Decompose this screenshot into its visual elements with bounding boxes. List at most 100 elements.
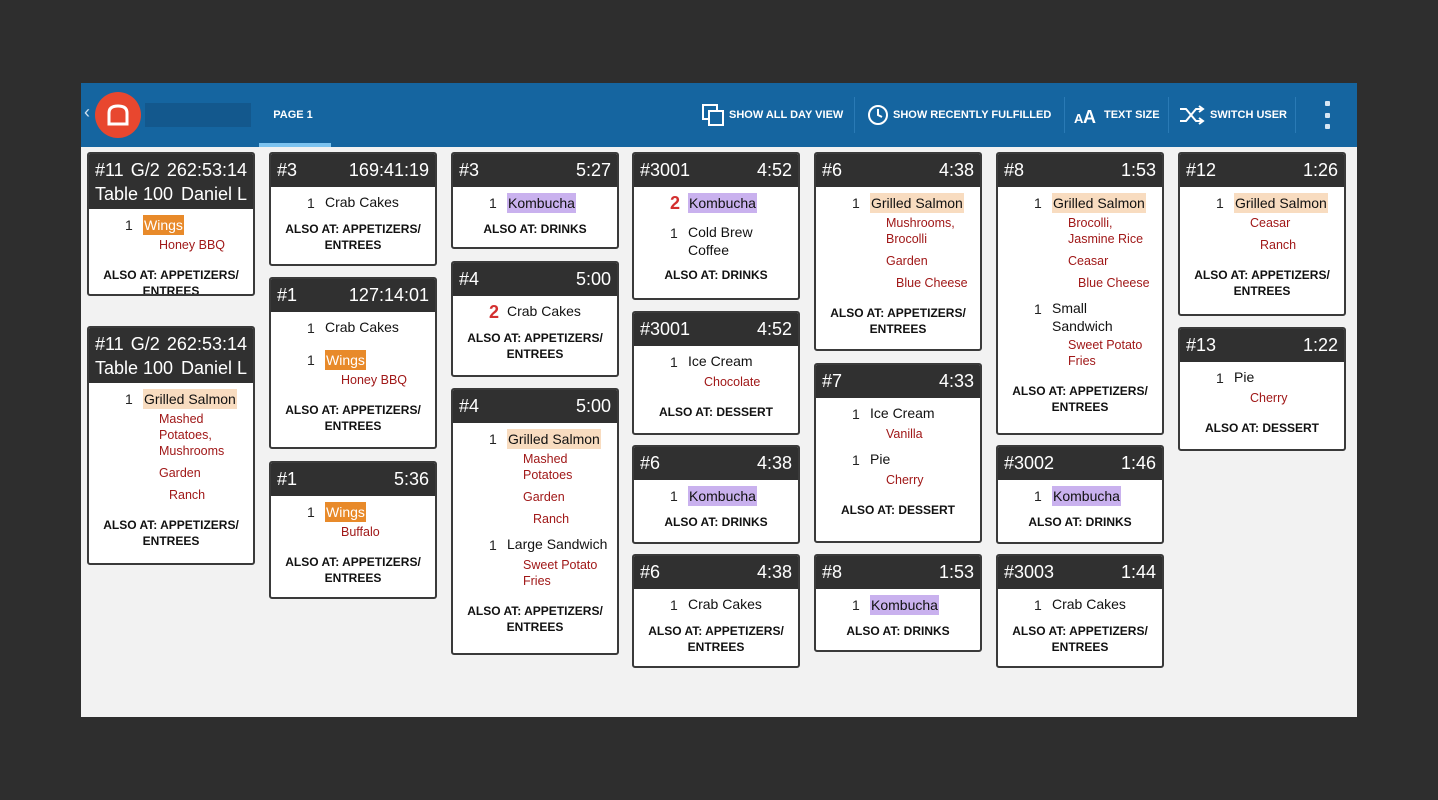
order-ticket[interactable]: #6 4:38 1 Crab Cakes ALSO AT: APPETIZERS/ …: [632, 554, 800, 668]
order-item[interactable]: 1 Kombucha: [453, 193, 617, 213]
order-ticket[interactable]: #6 4:38 1 Kombucha ALSO AT: DRINKS: [632, 445, 800, 544]
order-ticket[interactable]: #7 4:33 1 Ice Cream Vanilla 1 Pie Cherry AL…: [814, 363, 982, 543]
order-item[interactable]: 1 Kombucha: [816, 595, 980, 615]
tab-active-indicator: [259, 143, 331, 147]
order-item[interactable]: 1 Pie: [1180, 368, 1344, 388]
item-modifier: Mushrooms, Brocolli: [886, 216, 955, 246]
order-item[interactable]: 1 Grilled Salmon: [453, 429, 617, 449]
order-ticket[interactable]: #3 169:41:19 1 Crab Cakes ALSO AT: APPETIZ…: [269, 152, 437, 266]
order-ticket[interactable]: #11 G/2 262:53:14 Table 100 Daniel L 1 Grill…: [87, 326, 255, 565]
item-modifier: Sweet Potato Fries: [1068, 338, 1143, 368]
ticket-header: #4 5:00: [453, 390, 617, 423]
order-item[interactable]: 1 Wings: [271, 502, 435, 522]
order-item[interactable]: 1 Grilled Salmon: [1180, 193, 1344, 213]
order-item[interactable]: 1 Large Sandwich: [453, 535, 617, 555]
order-item[interactable]: 1 Crab Cakes: [998, 595, 1162, 615]
order-item[interactable]: 1 Grilled Salmon: [998, 193, 1162, 213]
item-modifier: Mashed Potatoes, Mushrooms: [159, 412, 225, 458]
item-qty: 1: [307, 504, 315, 520]
order-number: #4: [459, 269, 480, 289]
order-item[interactable]: 1 Crab Cakes: [271, 318, 435, 338]
order-item[interactable]: 1 Kombucha: [998, 486, 1162, 506]
order-ticket[interactable]: #13 1:22 1 Pie Cherry ALSO AT: DESSERT: [1178, 327, 1346, 451]
order-item[interactable]: 1 Cold Brew Coffee: [634, 223, 798, 259]
item-qty: 1: [489, 537, 497, 553]
order-timer: 4:38: [938, 160, 974, 180]
item-qty: 1: [1216, 195, 1224, 211]
order-number: #11: [95, 159, 124, 180]
order-item[interactable]: 1 Grilled Salmon: [816, 193, 980, 213]
also-at-label: ALSO AT: APPETIZERS/ ENTREES: [1012, 384, 1148, 414]
order-item[interactable]: 1 Wings: [89, 215, 253, 235]
show-all-day-view-button[interactable]: SHOW ALL DAY VIEW: [701, 83, 843, 147]
order-ticket[interactable]: #1 5:36 1 Wings Buffalo ALSO AT: APPETIZER…: [269, 461, 437, 599]
order-item[interactable]: 1 Pie: [816, 450, 980, 470]
ticket-header: #3002 1:46: [998, 447, 1162, 480]
order-ticket[interactable]: #6 4:38 1 Grilled Salmon Mushrooms, Brocol…: [814, 152, 982, 351]
also-at-label: ALSO AT: DRINKS: [664, 515, 768, 529]
order-item[interactable]: 1 Kombucha: [634, 486, 798, 506]
item-qty: 1: [1034, 195, 1042, 211]
order-item[interactable]: 1 Wings: [271, 350, 435, 370]
ticket-header: #3003 1:44: [998, 556, 1162, 589]
item-name: Wings: [325, 350, 366, 370]
order-number: #3: [277, 160, 298, 180]
location-name-field[interactable]: [145, 103, 251, 127]
item-modifier: Ranch: [1260, 238, 1297, 252]
ticket-header: #8 1:53: [816, 556, 980, 589]
item-name: Grilled Salmon: [870, 193, 964, 213]
also-at-label: ALSO AT: APPETIZERS/ ENTREES: [467, 604, 603, 634]
order-ticket[interactable]: #8 1:53 1 Grilled Salmon Brocolli, Jasmine…: [996, 152, 1164, 435]
order-item[interactable]: 1 Ice Cream: [816, 404, 980, 424]
also-at-label: ALSO AT: DESSERT: [658, 405, 773, 419]
item-qty: 1: [1034, 488, 1042, 504]
order-number: #3001: [640, 319, 691, 339]
item-name: Grilled Salmon: [143, 389, 237, 409]
order-timer: 1:26: [1302, 160, 1338, 180]
order-ticket[interactable]: #3003 1:44 1 Crab Cakes ALSO AT: APPETIZER…: [996, 554, 1164, 668]
item-modifier: Ranch: [169, 488, 206, 502]
order-ticket[interactable]: #3001 4:52 2 Kombucha 1 Cold Brew Coffee AL…: [632, 152, 800, 300]
order-timer: 262:53:14: [166, 159, 247, 180]
switch-user-button[interactable]: SWITCH USER: [1178, 83, 1287, 147]
item-qty: 1: [307, 320, 315, 336]
order-timer: 1:44: [1120, 562, 1156, 582]
order-ticket[interactable]: #1 127:14:01 1 Crab Cakes 1 Wings Honey BBQ…: [269, 277, 437, 449]
order-ticket[interactable]: #8 1:53 1 Kombucha ALSO AT: DRINKS: [814, 554, 982, 652]
order-item[interactable]: 1 Small Sandwich: [998, 299, 1162, 335]
order-item[interactable]: 1 Ice Cream: [634, 352, 798, 372]
order-item[interactable]: 1 Grilled Salmon: [89, 389, 253, 409]
item-qty: 1: [125, 391, 133, 407]
more-menu-icon[interactable]: [1319, 101, 1335, 129]
order-item[interactable]: 1 Crab Cakes: [271, 193, 435, 213]
order-number: #8: [822, 562, 843, 582]
order-timer: 4:38: [756, 453, 792, 473]
order-ticket[interactable]: #3 5:27 1 Kombucha ALSO AT: DRINKS: [451, 152, 619, 249]
order-ticket[interactable]: #3002 1:46 1 Kombucha ALSO AT: DRINKS: [996, 445, 1164, 544]
item-modifier: Garden: [159, 466, 201, 480]
also-at-label: ALSO AT: APPETIZERS/ ENTREES: [103, 518, 239, 548]
item-qty: 2: [670, 193, 681, 213]
order-number: #4: [459, 396, 480, 416]
order-ticket[interactable]: #11 G/2 262:53:14 Table 100 Daniel L 1 Wings…: [87, 152, 255, 296]
order-item[interactable]: 2 Kombucha: [634, 193, 798, 213]
item-name: Small Sandwich: [1052, 300, 1113, 334]
order-number: #6: [822, 160, 843, 180]
order-timer: 262:53:14: [166, 333, 247, 354]
item-modifier: Chocolate: [704, 375, 761, 389]
order-item[interactable]: 1 Crab Cakes: [634, 595, 798, 615]
order-ticket[interactable]: #4 5:00 2 Crab Cakes ALSO AT: APPETIZERS/ …: [451, 261, 619, 377]
order-item[interactable]: 2 Crab Cakes: [453, 302, 617, 322]
top-bar: ‹ PAGE 1 SHOW ALL DAY VIEW SHOW RECENTLY…: [81, 83, 1357, 147]
back-chevron-icon[interactable]: ‹: [84, 102, 90, 122]
ticket-header: #6 4:38: [816, 154, 980, 187]
order-ticket[interactable]: #4 5:00 1 Grilled Salmon Mashed Potatoes G…: [451, 388, 619, 655]
order-ticket[interactable]: #3001 4:52 1 Ice Cream Chocolate ALSO AT: …: [632, 311, 800, 435]
order-number: #13: [1186, 335, 1217, 355]
order-number: #12: [1186, 160, 1217, 180]
show-recently-fulfilled-button[interactable]: SHOW RECENTLY FULFILLED: [867, 83, 1051, 147]
ticket-header: #1 5:36: [271, 463, 435, 496]
order-ticket[interactable]: #12 1:26 1 Grilled Salmon Ceasar Ranch ALS…: [1178, 152, 1346, 316]
tab-page-1[interactable]: PAGE 1: [273, 109, 313, 121]
